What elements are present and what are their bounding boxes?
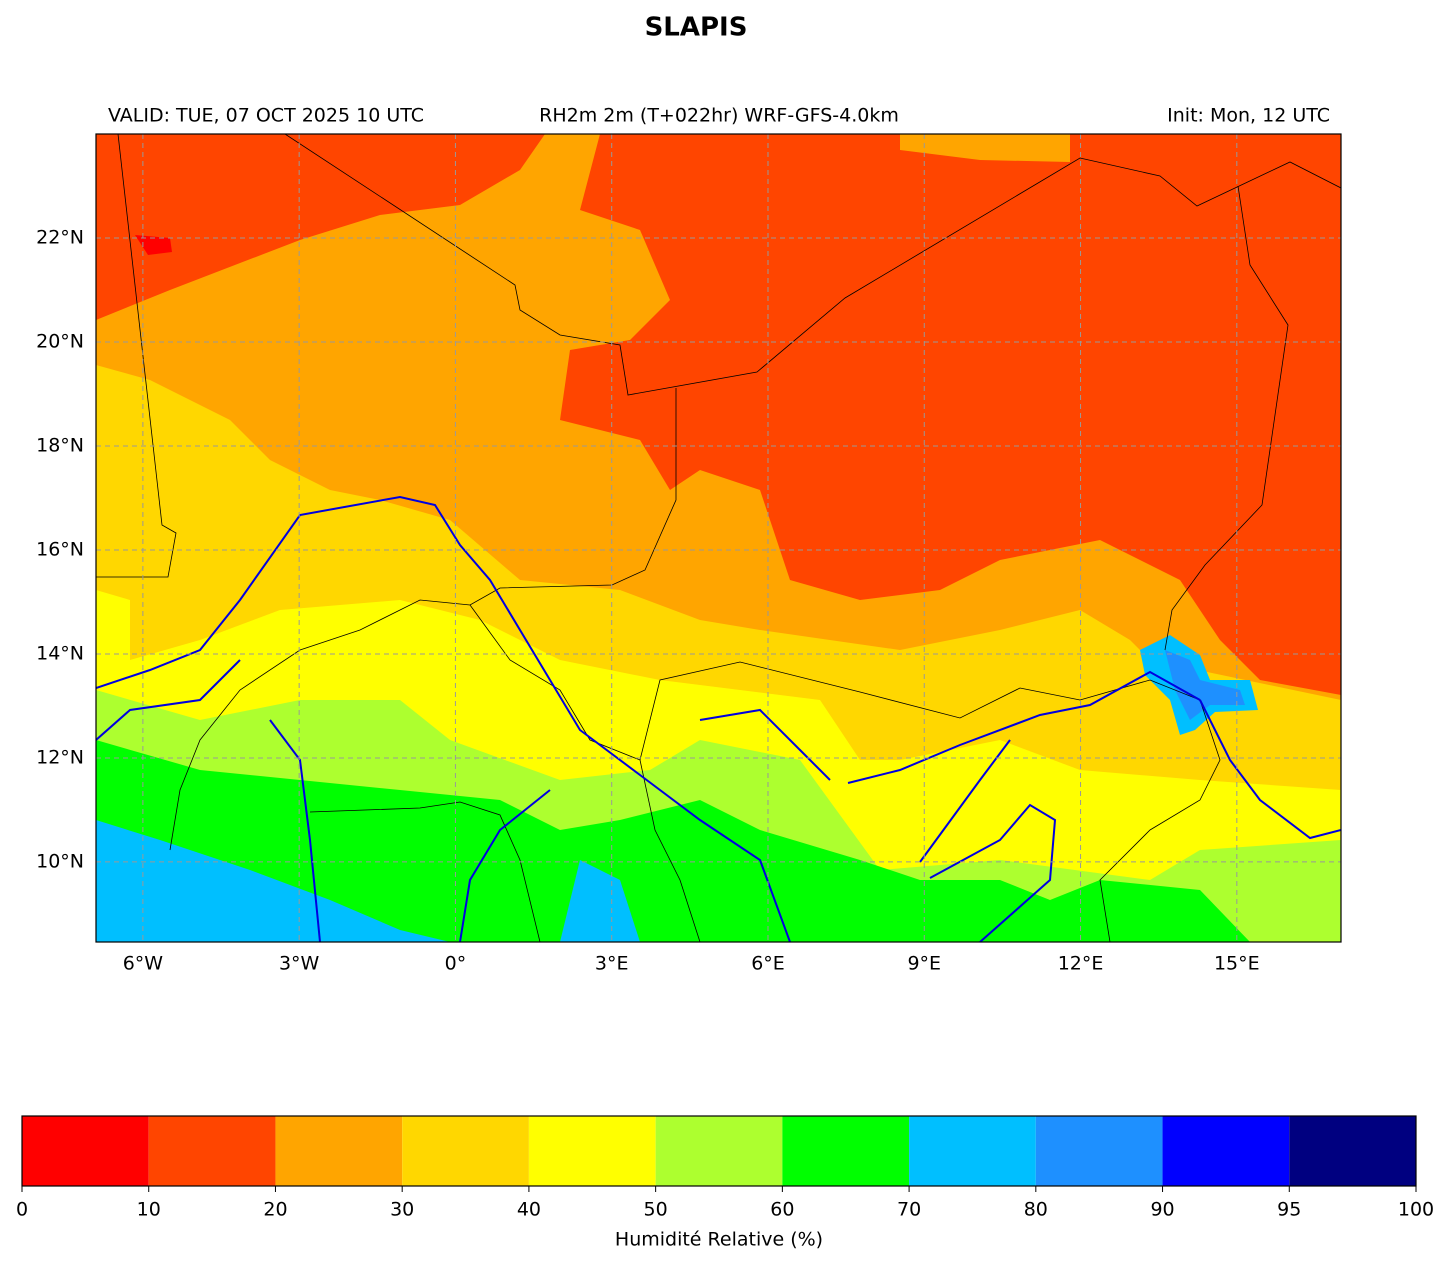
map-field	[96, 134, 1341, 942]
colorbar-tick-label: 60	[770, 1199, 794, 1221]
y-tick-label: 18°N	[36, 434, 84, 456]
colorbar-frame	[21, 1115, 1417, 1187]
colorbar-tick-label: 100	[1398, 1199, 1434, 1221]
colorbar-swatch	[22, 1116, 149, 1186]
colorbar: 0 10 20 30 40 50 60 70 80 90 95 100	[16, 1115, 1434, 1221]
y-tick-label: 16°N	[36, 538, 84, 560]
y-tick-label: 22°N	[36, 226, 84, 248]
colorbar-tick-label: 50	[644, 1199, 668, 1221]
field-layer	[135, 235, 172, 255]
river	[699, 708, 831, 781]
colorbar-tick-label: 90	[1150, 1199, 1174, 1221]
grid: 6°W 3°W 0° 3°E 6°E 9°E 12°E 15°E 10°N 12°N 14°N 16°…	[36, 134, 1341, 975]
border	[96, 134, 177, 578]
init-time: Init: Mon, 12 UTC	[1167, 105, 1330, 127]
field-layer	[900, 134, 1070, 162]
map-frame	[95, 133, 1342, 943]
colorbar-tick-label: 70	[897, 1199, 921, 1221]
colorbar-swatch	[1035, 1116, 1163, 1186]
border	[169, 388, 677, 851]
y-tick-label: 12°N	[36, 746, 84, 768]
colorbar-tick-label: 30	[390, 1199, 414, 1221]
river	[929, 803, 1057, 942]
colorbar-tick-label: 80	[1024, 1199, 1048, 1221]
colorbar-swatch	[655, 1116, 783, 1186]
river	[847, 670, 1201, 784]
colorbar-swatch	[402, 1116, 529, 1186]
border	[1164, 185, 1289, 651]
x-tick-label: 6°E	[751, 953, 785, 975]
river	[96, 659, 241, 741]
colorbar-swatch	[909, 1116, 1036, 1186]
field-layer	[96, 820, 450, 942]
border	[639, 759, 701, 942]
variable-label: RH2m 2m (T+022hr) WRF-GFS-4.0km	[539, 105, 899, 127]
river	[96, 495, 791, 942]
y-tick-label: 10°N	[36, 850, 84, 872]
river	[919, 739, 1011, 863]
valid-time: VALID: TUE, 07 OCT 2025 10 UTC	[108, 105, 424, 127]
x-tick-label: 12°E	[1058, 953, 1104, 975]
border	[469, 604, 1221, 942]
field-layer	[1165, 650, 1245, 720]
river	[459, 789, 551, 942]
x-tick-label: 6°W	[123, 953, 164, 975]
river	[1199, 699, 1341, 840]
y-tick-label: 20°N	[36, 330, 84, 352]
x-tick-label: 3°W	[279, 953, 320, 975]
river	[269, 719, 321, 942]
x-tick-label: 15°E	[1214, 953, 1260, 975]
x-tick-label: 3°E	[595, 953, 629, 975]
x-tick-label: 9°E	[907, 953, 941, 975]
colorbar-swatch	[148, 1116, 276, 1186]
colorbar-swatch	[1162, 1116, 1290, 1186]
colorbar-tick-label: 10	[137, 1199, 161, 1221]
border	[309, 801, 541, 942]
colorbar-tick-label: 20	[263, 1199, 287, 1221]
field-layer	[560, 860, 640, 942]
colorbar-tick-label: 0	[16, 1199, 28, 1221]
colorbar-label: Humidité Relative (%)	[615, 1229, 823, 1251]
colorbar-tick-label: 95	[1277, 1199, 1301, 1221]
border	[284, 134, 1341, 396]
colorbar-swatch	[782, 1116, 910, 1186]
y-tick-label: 14°N	[36, 642, 84, 664]
colorbar-swatch	[1289, 1116, 1416, 1186]
colorbar-tick-label: 40	[517, 1199, 541, 1221]
colorbar-swatch	[528, 1116, 656, 1186]
x-tick-label: 0°	[445, 953, 467, 975]
field-layer	[96, 740, 1250, 942]
title: SLAPIS	[645, 13, 748, 43]
colorbar-swatch	[275, 1116, 403, 1186]
